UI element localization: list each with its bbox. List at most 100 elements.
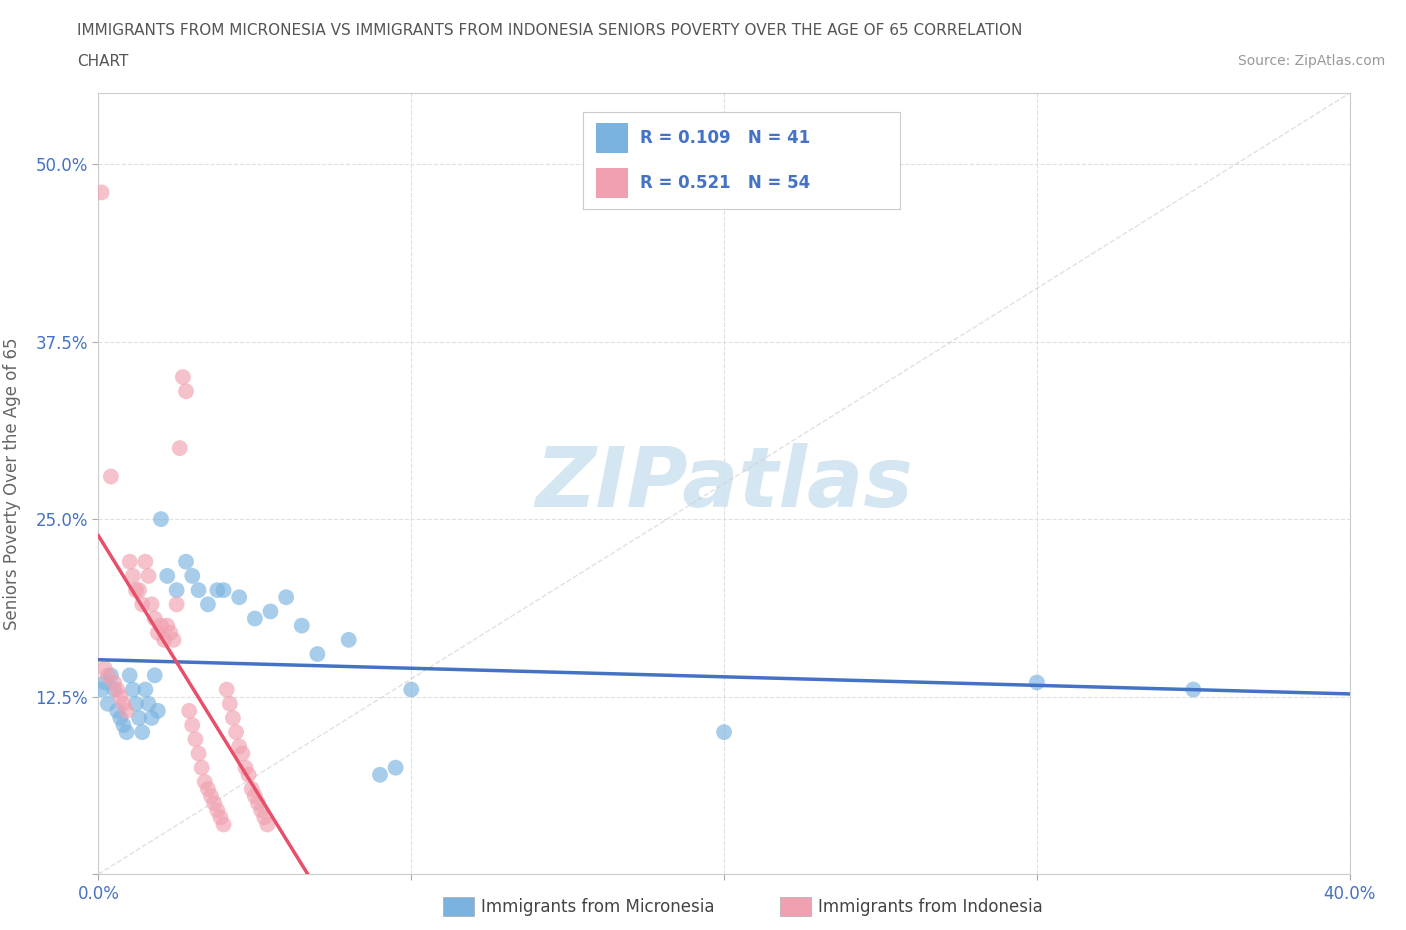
Point [253,810,276,825]
Point [115,724,138,739]
Point [103,675,125,690]
Point [384,760,406,775]
Point [184,732,207,747]
Point [713,724,735,739]
Point [197,781,219,796]
Point [172,369,194,384]
Point [150,512,173,526]
Text: Source: ZipAtlas.com: Source: ZipAtlas.com [1237,54,1385,68]
Point [134,554,156,569]
Point [337,632,360,647]
Point [110,711,132,725]
Point [1182,682,1205,697]
Point [401,682,423,697]
Point [121,682,143,697]
Point [159,625,181,640]
Point [100,668,122,683]
Point [134,682,156,697]
Point [131,724,153,739]
Point [207,803,229,817]
Point [194,775,217,790]
Point [125,697,148,711]
Point [274,590,298,604]
Point [246,796,269,811]
Point [156,618,179,633]
Point [181,718,204,733]
Point [307,646,329,661]
Point [110,689,132,704]
Point [212,817,235,832]
Point [162,632,184,647]
Point [90,185,112,200]
Point [97,668,120,683]
Point [146,625,169,640]
Point [100,469,122,484]
Point [93,675,115,690]
Point [112,697,135,711]
Point [105,682,128,697]
Point [128,711,150,725]
Point [202,796,225,811]
Point [118,554,141,569]
Point [138,697,160,711]
Point [231,746,253,761]
Point [97,697,120,711]
Point [228,739,250,754]
Point [222,711,245,725]
Point [240,781,263,796]
Point [166,597,188,612]
Point [259,604,281,618]
Point [368,767,391,782]
Point [212,583,235,598]
Point [190,760,212,775]
Point [105,703,128,718]
Point [125,583,148,598]
Point [179,703,201,718]
Point [128,583,150,598]
Text: Immigrants from Micronesia: Immigrants from Micronesia [481,897,714,916]
Text: ZIPatlas: ZIPatlas [536,443,912,525]
Point [256,817,278,832]
Point [174,384,197,399]
FancyBboxPatch shape [596,124,627,153]
Point [215,682,238,697]
Point [235,760,257,775]
Point [141,711,163,725]
Point [115,703,138,718]
FancyBboxPatch shape [596,168,627,197]
Point [291,618,314,633]
Point [197,597,219,612]
Point [112,718,135,733]
Point [225,724,247,739]
Point [146,703,169,718]
Point [238,767,260,782]
Point [153,632,176,647]
Point [209,810,232,825]
Text: IMMIGRANTS FROM MICRONESIA VS IMMIGRANTS FROM INDONESIA SENIORS POVERTY OVER THE: IMMIGRANTS FROM MICRONESIA VS IMMIGRANTS… [77,23,1022,38]
Point [218,697,240,711]
Point [243,789,266,804]
Text: CHART: CHART [77,54,129,69]
Point [200,789,222,804]
Point [90,682,112,697]
Point [93,661,115,676]
Point [143,611,166,626]
Point [156,568,179,583]
Point [169,441,191,456]
Point [150,618,173,633]
Point [174,554,197,569]
Point [181,568,204,583]
Point [118,668,141,683]
Point [121,568,143,583]
Point [228,590,250,604]
Point [138,568,160,583]
Point [250,803,273,817]
Point [207,583,229,598]
Text: R = 0.109   N = 41: R = 0.109 N = 41 [641,129,811,147]
Point [166,583,188,598]
Text: Immigrants from Indonesia: Immigrants from Indonesia [818,897,1043,916]
Point [141,597,163,612]
Point [143,668,166,683]
Y-axis label: Seniors Poverty Over the Age of 65: Seniors Poverty Over the Age of 65 [3,338,21,630]
Point [1026,675,1049,690]
